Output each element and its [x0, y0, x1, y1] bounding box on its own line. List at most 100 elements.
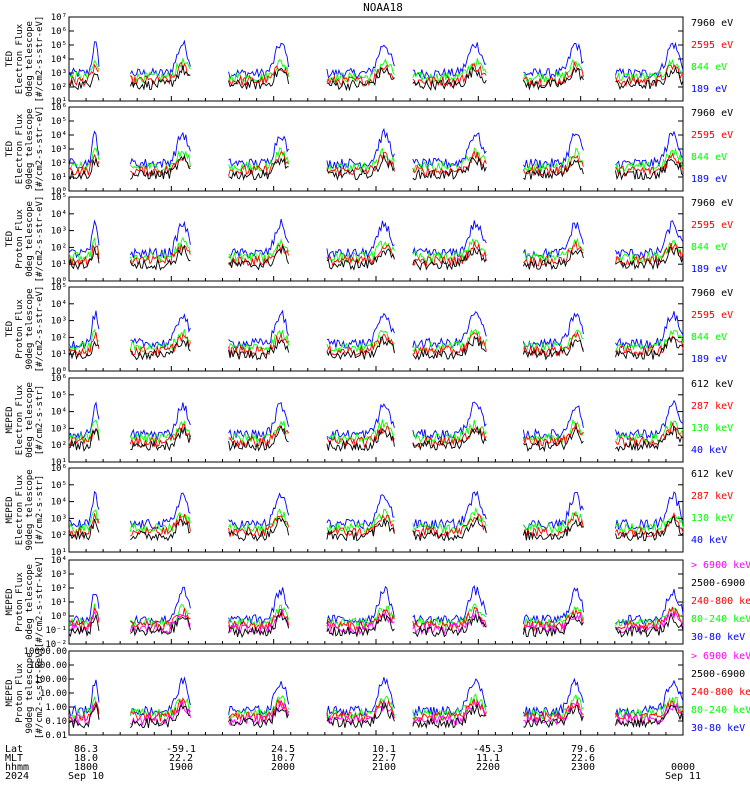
y-tick-label: 10⁶: [51, 374, 67, 384]
series-line: [68, 240, 684, 268]
y-axis-label: MEPED: [5, 496, 15, 523]
y-tick-label: 10⁴: [51, 210, 67, 220]
series-line: [68, 515, 684, 542]
footer-mlt: 18.0: [74, 753, 98, 764]
y-axis-label: [#/cm2-s-str-eV]: [35, 196, 45, 283]
y-axis-label: Proton Flux: [15, 209, 25, 269]
legend-entry: 189 eV: [691, 354, 727, 365]
y-tick-label: 10³: [51, 227, 67, 237]
y-axis-label: [#/cm2-s-str-eV]: [35, 286, 45, 373]
y-tick-label: 10²: [51, 441, 67, 451]
footer-hhmm: 2300: [571, 762, 595, 773]
legend-entry: 130 keV: [691, 423, 733, 434]
y-tick-label: 10⁴: [51, 55, 67, 65]
series-line: [68, 419, 684, 445]
footer-mlt: 22.7: [372, 753, 396, 764]
legend-entry: 2595 eV: [691, 40, 733, 51]
y-tick-label: 10¹: [51, 350, 67, 360]
y-tick-label: 10⁵: [51, 391, 67, 401]
y-tick-label: 10³: [51, 145, 67, 155]
legend-entry: 189 eV: [691, 264, 727, 275]
panel-5: 10¹ 10² 10³ 10⁴ 10⁵ 10⁶ MEPED Electron Flux 0deg…: [5, 374, 733, 468]
y-tick-label: 10⁵: [51, 193, 67, 203]
footer-row-label: Lat: [5, 744, 23, 755]
y-axis-label: 90deg telescope: [25, 108, 35, 189]
y-tick-label: 0.10: [45, 717, 67, 727]
y-tick-label: 10²: [51, 333, 67, 343]
legend-entry: 80-240 keV: [691, 614, 750, 625]
legend-entry: 287 keV: [691, 401, 733, 412]
y-axis-label: 0deg telescope: [25, 201, 35, 277]
series-line: [68, 693, 684, 721]
legend-entry: 30-80 keV: [691, 723, 745, 734]
series-line: [68, 425, 684, 453]
y-tick-label: 10.00: [40, 689, 67, 699]
y-axis-label: MEPED: [5, 406, 15, 433]
legend-entry: 2595 eV: [691, 310, 733, 321]
legend-entry: 189 eV: [691, 84, 727, 95]
y-tick-label: 0.01: [45, 731, 67, 741]
legend-entry: 7960 eV: [691, 18, 733, 29]
series-line: [68, 153, 684, 181]
series-line: [68, 309, 684, 350]
panel-3: 10⁰ 10¹ 10² 10³ 10⁴ 10⁵ TED Proton Flux 0deg tel…: [5, 193, 733, 287]
y-axis-label: 0deg telescope: [25, 564, 35, 640]
y-axis-label: [#/cm2-s-str-eV]: [35, 106, 45, 193]
y-tick-label: 10¹: [51, 548, 67, 558]
panel-4: 10⁰ 10¹ 10² 10³ 10⁴ 10⁵ TED Proton Flux 90deg te…: [5, 283, 733, 377]
legend-entry: 844 eV: [691, 332, 727, 343]
panel-7: 10⁻² 10⁻¹ 10⁰ 10¹ 10² 10³ 10⁴ MEPED Proton Flux 0…: [5, 556, 750, 650]
y-tick-label: 10⁰: [51, 612, 67, 622]
series-line: [68, 218, 684, 260]
y-tick-label: 10⁶: [51, 464, 67, 474]
series-line: [68, 330, 684, 358]
legend-entry: 2595 eV: [691, 130, 733, 141]
legend-entry: 287 keV: [691, 491, 733, 502]
footer-lat: -59.1: [166, 744, 196, 755]
y-tick-label: 10³: [51, 514, 67, 524]
y-tick-label: 10²: [51, 243, 67, 253]
legend-entry: 844 eV: [691, 242, 727, 253]
legend-entry: 40 keV: [691, 445, 727, 456]
footer-date: Sep 11: [665, 771, 701, 782]
y-tick-label: 10⁶: [51, 27, 67, 37]
legend-entry: 80-240 keV: [691, 705, 750, 716]
legend-entry: 130 keV: [691, 513, 733, 524]
y-tick-label: 10⁰: [51, 277, 67, 287]
footer-row-label: MLT: [5, 753, 23, 764]
series-line: [68, 127, 684, 170]
series-line: [68, 236, 684, 264]
y-tick-label: 10⁵: [51, 283, 67, 293]
series-line: [68, 335, 684, 361]
y-tick-label: 1000.00: [29, 661, 67, 671]
y-tick-label: 10²: [51, 83, 67, 93]
panel-6: 10¹ 10² 10³ 10⁴ 10⁵ 10⁶ MEPED Electron Flux 90de…: [5, 464, 733, 558]
y-tick-label: 10⁰: [51, 187, 67, 197]
y-tick-label: 10⁰: [51, 367, 67, 377]
y-tick-label: 10⁵: [51, 481, 67, 491]
y-axis-label: 90deg telescope: [25, 288, 35, 369]
series-line: [68, 150, 684, 178]
panel-frame: [68, 650, 684, 736]
footer-hhmm: 0000: [671, 762, 695, 773]
y-tick-label: 10¹: [51, 458, 67, 468]
y-tick-label: 10⁶: [51, 103, 67, 113]
footer-lat: 24.5: [271, 744, 295, 755]
panel-frame: [68, 467, 684, 553]
footer-mlt: 10.7: [271, 753, 295, 764]
y-tick-label: 10²: [51, 584, 67, 594]
y-tick-label: 10⁻²: [45, 640, 67, 650]
series-line: [68, 507, 684, 535]
y-tick-label: 10000.00: [24, 647, 67, 657]
y-tick-label: 10⁵: [51, 117, 67, 127]
legend-entry: > 6900 keV: [691, 560, 750, 571]
footer-hhmm: 1900: [169, 762, 193, 773]
y-tick-label: 10⁴: [51, 498, 67, 508]
legend-entry: 7960 eV: [691, 108, 733, 119]
footer-lat: 10.1: [372, 744, 396, 755]
y-axis-label: TED: [5, 321, 15, 337]
series-line: [68, 490, 684, 531]
legend-entry: 40 keV: [691, 535, 727, 546]
